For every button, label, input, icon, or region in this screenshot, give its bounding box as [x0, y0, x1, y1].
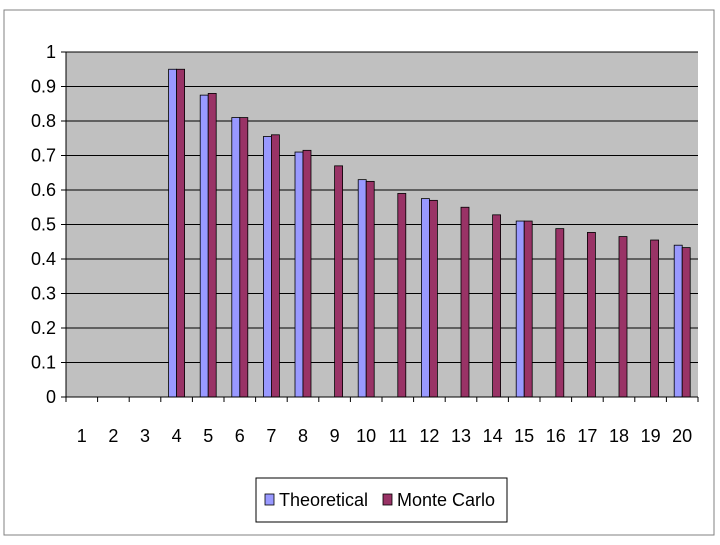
x-tick-label: 8 — [298, 426, 308, 446]
x-tick-label: 7 — [266, 426, 276, 446]
bar-theoretical — [357, 179, 367, 398]
bar-monte-carlo — [302, 149, 312, 398]
x-tick-label: 12 — [419, 426, 439, 446]
bar-theoretical — [294, 151, 304, 398]
bar-monte-carlo — [492, 214, 502, 398]
x-tick-label: 13 — [451, 426, 471, 446]
bar-monte-carlo — [650, 239, 659, 398]
bar-theoretical — [168, 68, 178, 398]
bar-theoretical — [231, 117, 241, 398]
bar-monte-carlo — [587, 232, 596, 398]
bar-theoretical — [199, 94, 209, 398]
bar-monte-carlo — [460, 206, 470, 398]
y-tick-label: 0.3 — [31, 284, 56, 304]
bar-monte-carlo — [397, 193, 407, 398]
x-tick-label: 20 — [672, 426, 692, 446]
bar-theoretical — [262, 136, 272, 398]
x-tick-label: 19 — [641, 426, 661, 446]
x-tick-label: 14 — [483, 426, 503, 446]
legend-label-monte-carlo: Monte Carlo — [397, 490, 495, 510]
bar-theoretical — [673, 244, 683, 398]
y-tick-label: 0.7 — [31, 146, 56, 166]
bar-monte-carlo — [681, 247, 691, 398]
x-tick-label: 11 — [388, 426, 407, 446]
x-tick-label: 15 — [514, 426, 534, 446]
bar-monte-carlo — [365, 180, 375, 398]
legend: Theoretical Monte Carlo — [255, 477, 508, 523]
x-tick-label: 10 — [356, 426, 376, 446]
x-tick-label: 1 — [77, 426, 87, 446]
legend-label-theoretical: Theoretical — [279, 490, 368, 510]
y-tick-label: 0.2 — [31, 318, 56, 338]
bar-monte-carlo — [618, 236, 628, 398]
x-tick-label: 3 — [140, 426, 150, 446]
y-tick-label: 0.1 — [31, 353, 56, 373]
bar-monte-carlo — [176, 68, 186, 398]
bar-monte-carlo — [334, 165, 344, 398]
y-tick-label: 1 — [46, 42, 56, 62]
legend-box — [255, 477, 508, 523]
bar-monte-carlo — [523, 220, 533, 398]
x-tick-label: 16 — [546, 426, 566, 446]
x-tick-label: 17 — [577, 426, 597, 446]
y-tick-label: 0.9 — [31, 77, 56, 97]
x-tick-label: 2 — [108, 426, 118, 446]
bar-monte-carlo — [428, 199, 438, 398]
x-tick-label: 9 — [330, 426, 340, 446]
bar-monte-carlo — [239, 117, 249, 398]
bar-theoretical — [420, 198, 430, 398]
x-tick-label: 5 — [203, 426, 213, 446]
y-tick-label: 0.6 — [31, 180, 56, 200]
y-tick-label: 0.4 — [31, 249, 56, 269]
y-tick-label: 0.5 — [31, 215, 56, 235]
legend-swatch-theoretical — [264, 493, 275, 506]
axes: 00.10.20.30.40.50.60.70.80.911 2 3 4 5 6 7 8 9 10… — [31, 42, 699, 446]
x-tick-label: 18 — [609, 426, 629, 446]
bar-monte-carlo — [555, 228, 565, 398]
bar-theoretical — [515, 220, 525, 398]
x-tick-label: 4 — [172, 426, 182, 446]
bar-monte-carlo — [270, 134, 280, 398]
legend-swatch-monte-carlo — [382, 493, 393, 506]
y-tick-label: 0 — [46, 387, 56, 407]
y-tick-label: 0.8 — [31, 111, 56, 131]
bar-monte-carlo — [207, 93, 217, 398]
x-tick-label: 6 — [235, 426, 245, 446]
